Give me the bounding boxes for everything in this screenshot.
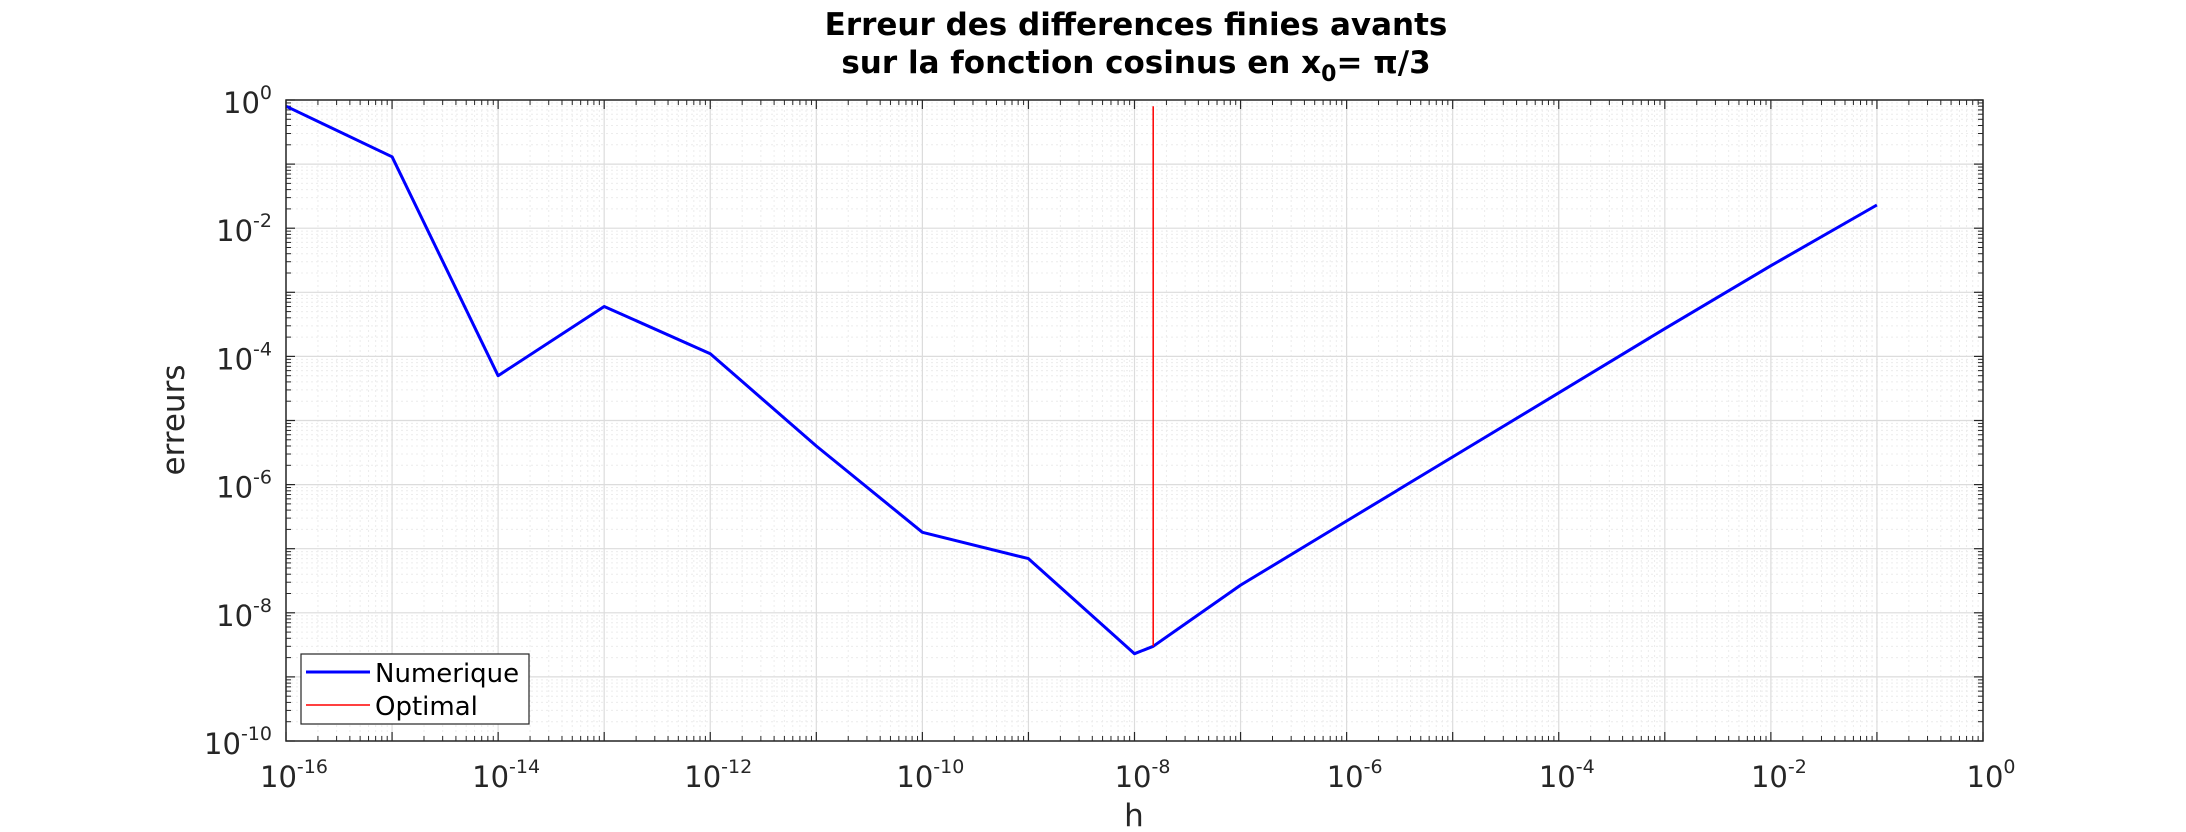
x-tick-label-base: 10 [1327, 760, 1364, 794]
x-tick-label: 10-4 [1539, 756, 1595, 794]
y-tick-label-exponent: -10 [241, 723, 272, 745]
y-tick-label-exponent: -8 [253, 595, 272, 617]
chart-title: Erreur des differences finies avants [825, 7, 1448, 43]
legend-label-optimal: Optimal [375, 692, 478, 722]
y-tick-label: 10-8 [216, 595, 272, 633]
y-tick-label: 10-2 [216, 210, 272, 248]
x-tick-label-base: 10 [1751, 760, 1788, 794]
x-tick-label: 10-12 [684, 756, 752, 794]
y-tick-label: 100 [223, 82, 272, 120]
x-tick-label: 10-10 [896, 756, 964, 794]
x-tick-labels: 10-16 10-14 10-12 10-10 10-8 10-6 10-4 10-2 100 [260, 756, 2015, 794]
x-tick-label-base: 10 [1539, 760, 1576, 794]
y-tick-label: 10-10 [204, 723, 272, 761]
x-tick-label: 10-2 [1751, 756, 1807, 794]
x-tick-label: 100 [1967, 756, 2016, 794]
chart-subtitle-prefix: sur la fonction cosinus en x [841, 45, 1321, 81]
y-tick-label: 10-4 [216, 338, 272, 376]
x-tick-label-exponent: -8 [1151, 756, 1170, 778]
y-tick-label-base: 10 [216, 599, 253, 633]
x-axis-label: h [1124, 798, 1144, 832]
x-tick-label-exponent: -16 [297, 756, 328, 778]
x-tick-label-base: 10 [260, 760, 297, 794]
series-layer [285, 104, 1878, 656]
y-tick-label-base: 10 [204, 727, 241, 761]
x-tick-label-exponent: -6 [1364, 756, 1383, 778]
y-tick-label-base: 10 [216, 471, 253, 505]
x-tick-label-base: 10 [1967, 760, 2004, 794]
chart-subtitle-subscript: 0 [1321, 62, 1336, 87]
y-tick-label-exponent: -2 [253, 210, 272, 232]
x-tick-label-exponent: -14 [509, 756, 540, 778]
x-tick-label-base: 10 [896, 760, 933, 794]
series-line-numerique [285, 104, 1878, 656]
x-tick-label-base: 10 [684, 760, 721, 794]
x-tick-label-exponent: 0 [2003, 756, 2015, 778]
y-tick-label-exponent: -6 [253, 467, 272, 489]
x-tick-label-base: 10 [472, 760, 509, 794]
x-tick-label-exponent: -12 [721, 756, 752, 778]
y-tick-label-base: 10 [216, 214, 253, 248]
axis-ticks [285, 99, 1984, 742]
legend-box [300, 653, 530, 725]
chart-subtitle-suffix: = π/3 [1336, 45, 1430, 81]
chart-subtitle: sur la fonction cosinus en x0= π/3 [841, 45, 1430, 87]
x-tick-label-exponent: -2 [1788, 756, 1807, 778]
y-tick-label: 10-6 [216, 467, 272, 505]
x-tick-label: 10-6 [1327, 756, 1383, 794]
x-tick-label: 10-16 [260, 756, 328, 794]
y-tick-label-exponent: -4 [253, 338, 272, 360]
y-tick-label-base: 10 [223, 86, 260, 120]
x-tick-label-exponent: -4 [1576, 756, 1595, 778]
plot-area-border [285, 99, 1984, 742]
x-tick-label-exponent: -10 [933, 756, 964, 778]
x-tick-label-base: 10 [1115, 760, 1152, 794]
legend: Numerique Optimal [300, 653, 530, 725]
x-tick-label: 10-14 [472, 756, 540, 794]
y-tick-label-exponent: 0 [260, 82, 272, 104]
legend-label-numerique: Numerique [375, 659, 519, 689]
y-tick-label-base: 10 [216, 342, 253, 376]
y-axis-label: erreurs [156, 365, 192, 476]
x-tick-label: 10-8 [1115, 756, 1171, 794]
